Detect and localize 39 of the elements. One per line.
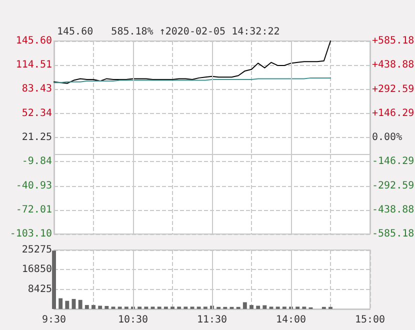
chart-title: 145.60 585.18% ↑2020-02-05 14:32:22 (57, 26, 280, 38)
bar (98, 306, 102, 309)
x-tick-label: 14:00 (276, 314, 306, 326)
bar (84, 305, 89, 309)
bar (65, 300, 70, 309)
bar (250, 305, 254, 309)
y2-tick-label: +146.29 (372, 108, 414, 119)
y-tick-label: 145.60 (16, 36, 52, 46)
bar (104, 306, 109, 309)
y-tick-label: 21.25 (22, 132, 52, 143)
y-tick-label: 8425 (28, 284, 52, 295)
y-tick-label: -40.93 (16, 180, 52, 192)
x-tick-label: 15:00 (354, 314, 386, 326)
y-tick-label: 114.51 (16, 60, 52, 71)
bar (58, 298, 63, 309)
y-tick-label: 25275 (22, 244, 52, 256)
y-tick-label: -72.01 (16, 204, 52, 216)
y-tick-label: 52.34 (22, 108, 52, 119)
bar (262, 305, 267, 309)
bar (92, 305, 96, 309)
y-tick-label: 16850 (22, 264, 52, 276)
y2-tick-label: -585.18 (372, 228, 414, 240)
y2-tick-label: 0.00% (372, 132, 402, 143)
y2-tick-label: -292.59 (372, 180, 414, 192)
x-tick-label: 9:30 (42, 314, 66, 326)
line-series (54, 40, 331, 84)
y2-tick-label: -146.29 (372, 156, 414, 168)
y-tick-label: 83.43 (22, 84, 52, 95)
x-tick-label: 10:30 (118, 314, 148, 326)
y2-tick-label: +438.88 (372, 60, 414, 71)
x-tick-label: 11:30 (196, 314, 228, 326)
bar (256, 306, 260, 309)
y2-tick-label: +585.18 (372, 36, 414, 46)
y-tick-label: -9.84 (22, 156, 52, 168)
y2-tick-label: +292.59 (372, 84, 414, 95)
bar (78, 300, 82, 309)
bar (242, 302, 247, 309)
y-tick-label: -103.10 (10, 228, 52, 240)
y2-tick-label: -438.88 (372, 204, 414, 216)
